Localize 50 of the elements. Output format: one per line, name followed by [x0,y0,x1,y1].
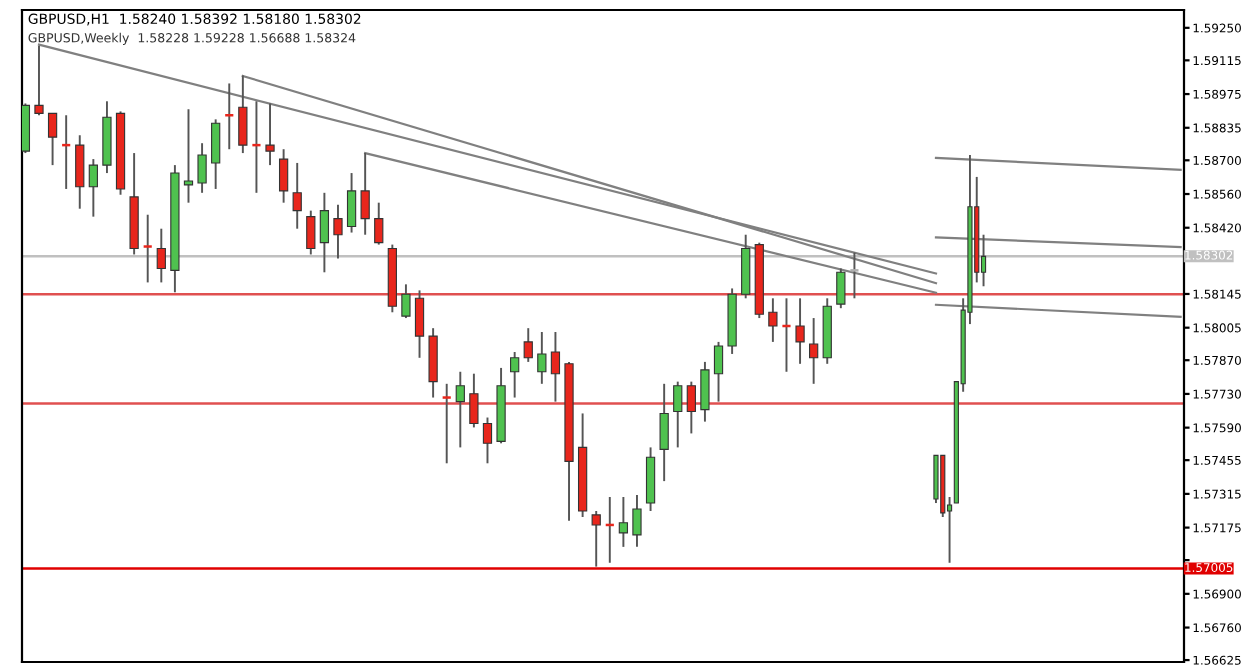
candlestick [428,327,438,399]
candlestick [686,380,696,435]
candlestick [102,100,112,175]
candlestick [768,297,778,343]
candlestick [251,100,262,194]
candlestick [482,416,493,465]
candlestick [659,382,669,483]
candlestick [374,201,384,246]
candlestick [346,172,357,234]
candlestick [469,372,479,429]
candlestick [550,331,561,403]
candlestick [75,134,85,210]
candlestick [618,496,629,548]
candlestick [673,380,683,449]
candlestick [836,267,846,310]
candlestick [455,370,465,449]
candlestick [849,251,860,300]
candlestick [319,191,330,274]
candlestick [537,331,547,385]
candlestick [713,340,724,403]
candlestick [223,82,235,151]
candlestick [22,102,31,155]
candlestick [741,233,751,300]
candlestick [360,152,370,236]
candlestick [306,209,316,256]
candlestick [401,283,411,320]
candlestick [156,227,166,284]
candlestick [278,148,289,204]
candlestick [414,289,425,359]
candlestick [183,108,194,204]
candlestick [238,74,248,155]
candlestick [809,317,819,385]
candlestick [265,102,275,167]
candlestick [510,351,520,399]
candlestick [591,510,601,568]
candlestick [781,297,792,373]
candlestick [292,161,302,230]
candlestick [34,44,44,117]
candlestick [88,158,98,218]
candlestick [700,360,710,423]
candlestick [441,382,453,465]
candlestick [333,203,343,260]
candlestick [197,142,207,194]
candlestick [632,494,642,548]
candlestick [47,112,58,167]
candlestick [142,213,154,284]
candlestick [645,446,656,512]
candlestick [211,118,221,190]
candlestick [795,297,805,365]
candlestick [523,327,533,363]
